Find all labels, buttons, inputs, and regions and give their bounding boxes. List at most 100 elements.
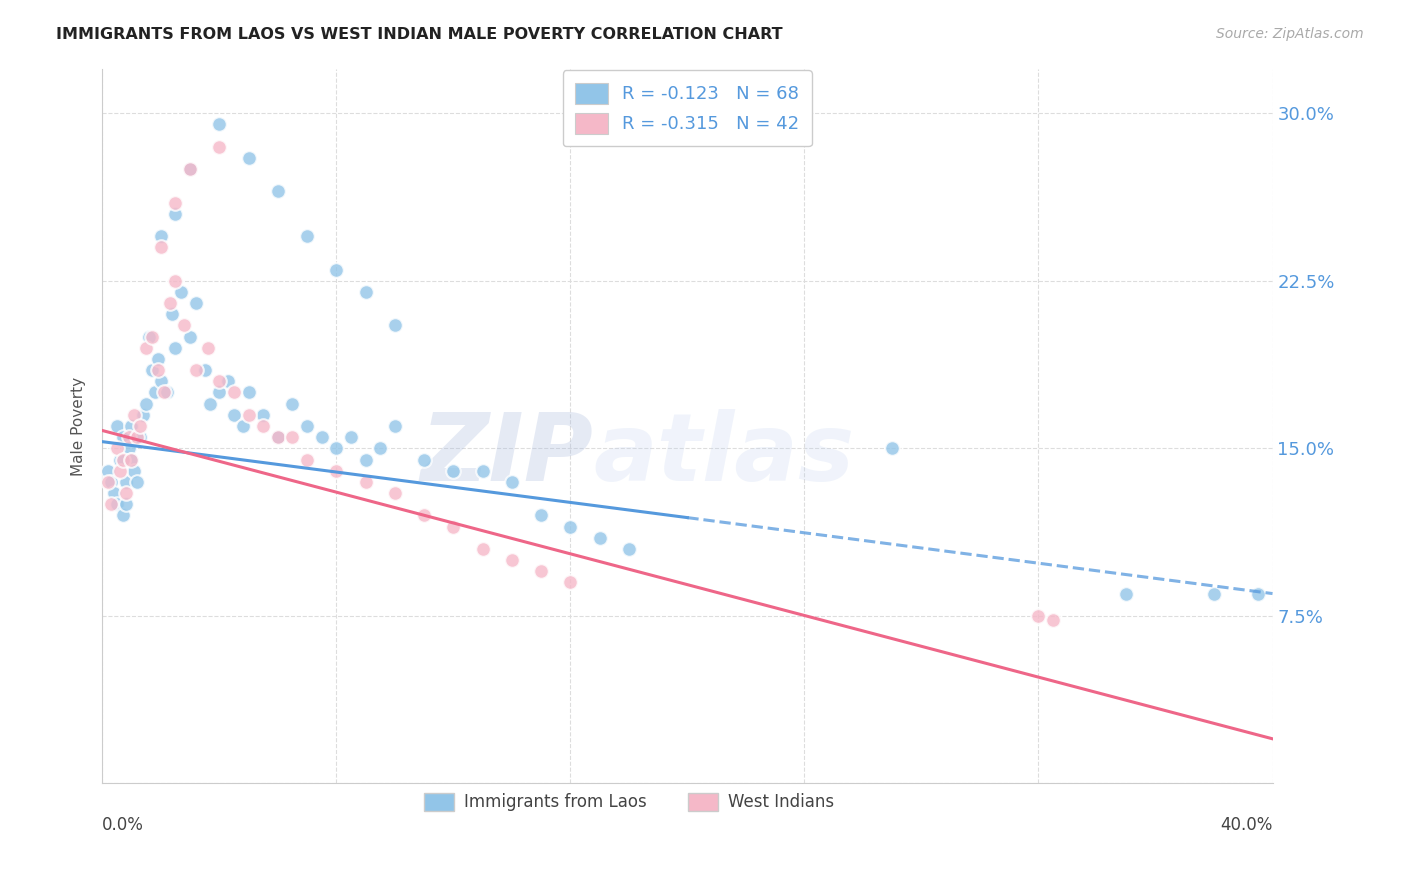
Point — [200, 397, 222, 411]
Point — [197, 341, 219, 355]
Point — [267, 430, 290, 444]
Point — [155, 385, 177, 400]
Point — [146, 363, 169, 377]
Point — [232, 419, 254, 434]
Point — [111, 430, 134, 444]
Point — [159, 296, 181, 310]
Point — [184, 296, 207, 310]
Point — [208, 117, 231, 131]
Point — [354, 475, 377, 489]
Point — [295, 419, 318, 434]
Point — [121, 452, 143, 467]
Point — [295, 452, 318, 467]
Text: ZIP: ZIP — [420, 409, 593, 500]
Point — [97, 464, 120, 478]
Point — [111, 508, 134, 523]
Text: 40.0%: 40.0% — [1220, 815, 1272, 834]
Point — [108, 464, 131, 478]
Point — [252, 408, 274, 422]
Point — [208, 385, 231, 400]
Point — [560, 575, 582, 590]
Point — [170, 285, 193, 299]
Point — [208, 374, 231, 388]
Point — [179, 162, 201, 177]
Point — [1247, 586, 1270, 600]
Point — [267, 430, 290, 444]
Point — [111, 452, 134, 467]
Point — [141, 329, 163, 343]
Point — [238, 408, 260, 422]
Point — [588, 531, 610, 545]
Point — [208, 139, 231, 153]
Point — [368, 442, 391, 456]
Point — [117, 430, 139, 444]
Point — [127, 430, 149, 444]
Point — [354, 285, 377, 299]
Point — [530, 508, 553, 523]
Point — [173, 318, 195, 333]
Point — [501, 475, 523, 489]
Point — [152, 385, 174, 400]
Point — [252, 419, 274, 434]
Point — [184, 363, 207, 377]
Point — [1115, 586, 1137, 600]
Point — [114, 497, 136, 511]
Point — [165, 195, 187, 210]
Text: atlas: atlas — [593, 409, 855, 500]
Point — [135, 397, 157, 411]
Point — [149, 229, 172, 244]
Point — [560, 519, 582, 533]
Point — [325, 262, 347, 277]
Text: 0.0%: 0.0% — [103, 815, 143, 834]
Point — [354, 452, 377, 467]
Point — [267, 185, 290, 199]
Point — [103, 486, 125, 500]
Point — [217, 374, 239, 388]
Point — [129, 430, 152, 444]
Point — [135, 341, 157, 355]
Point — [100, 475, 122, 489]
Point — [340, 430, 363, 444]
Point — [617, 541, 640, 556]
Point — [124, 464, 146, 478]
Point — [100, 497, 122, 511]
Point — [281, 397, 304, 411]
Legend: Immigrants from Laos, West Indians: Immigrants from Laos, West Indians — [418, 786, 841, 818]
Point — [165, 207, 187, 221]
Point — [325, 442, 347, 456]
Point — [179, 162, 201, 177]
Point — [194, 363, 217, 377]
Point — [179, 329, 201, 343]
Text: IMMIGRANTS FROM LAOS VS WEST INDIAN MALE POVERTY CORRELATION CHART: IMMIGRANTS FROM LAOS VS WEST INDIAN MALE… — [56, 27, 783, 42]
Point — [325, 464, 347, 478]
Y-axis label: Male Poverty: Male Poverty — [72, 376, 86, 475]
Point — [165, 341, 187, 355]
Point — [114, 475, 136, 489]
Point — [1202, 586, 1225, 600]
Point — [105, 497, 128, 511]
Point — [471, 541, 494, 556]
Point — [501, 553, 523, 567]
Point — [413, 508, 436, 523]
Point — [162, 307, 184, 321]
Point — [295, 229, 318, 244]
Point — [1028, 608, 1050, 623]
Point — [384, 419, 406, 434]
Point — [149, 240, 172, 254]
Point — [222, 408, 245, 422]
Point — [281, 430, 304, 444]
Point — [311, 430, 333, 444]
Text: Source: ZipAtlas.com: Source: ZipAtlas.com — [1216, 27, 1364, 41]
Point — [129, 419, 152, 434]
Point — [143, 385, 166, 400]
Point — [413, 452, 436, 467]
Point — [530, 564, 553, 578]
Point — [238, 385, 260, 400]
Point — [141, 363, 163, 377]
Point — [97, 475, 120, 489]
Point — [127, 475, 149, 489]
Point — [121, 452, 143, 467]
Point — [384, 318, 406, 333]
Point — [149, 374, 172, 388]
Point — [105, 442, 128, 456]
